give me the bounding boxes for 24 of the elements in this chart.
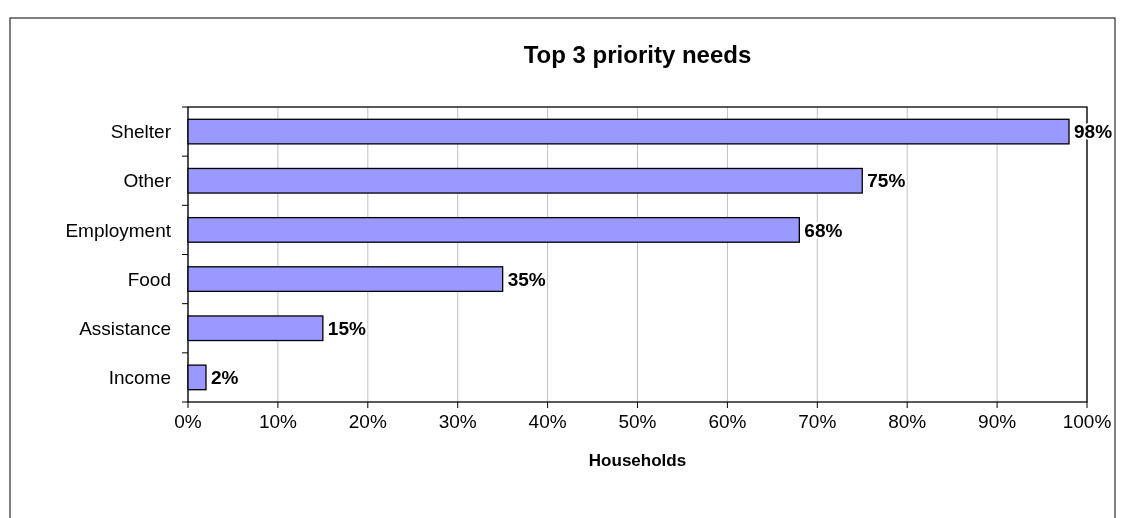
data-label: 15% [327, 317, 366, 339]
y-tick-label: Other [123, 170, 172, 192]
y-tick-label: Income [108, 367, 171, 389]
x-tick-label: 0% [174, 411, 202, 432]
chart-title: Top 3 priority needs [523, 41, 752, 68]
y-tick-label: Employment [65, 219, 172, 241]
x-axis-title: Households [588, 451, 687, 470]
x-tick-label: 10% [258, 411, 298, 432]
x-tick-label: 70% [798, 411, 837, 432]
x-tick-label: 50% [618, 411, 657, 432]
data-label: 2% [210, 367, 239, 389]
data-label: 75% [867, 170, 906, 192]
x-tick-label: 30% [438, 411, 477, 432]
x-tick-label: 80% [888, 411, 927, 432]
x-tick-label: 60% [708, 411, 747, 432]
y-tick-label: Shelter [110, 121, 172, 143]
x-tick-label: 100% [1062, 411, 1112, 432]
data-label: 35% [507, 268, 546, 290]
x-tick-label: 20% [348, 411, 387, 432]
x-tick-label: 40% [528, 411, 567, 432]
y-tick-label: Food [127, 268, 171, 290]
data-label: 68% [804, 219, 843, 241]
y-tick-label: Assistance [79, 317, 171, 339]
x-tick-label: 90% [978, 411, 1017, 432]
